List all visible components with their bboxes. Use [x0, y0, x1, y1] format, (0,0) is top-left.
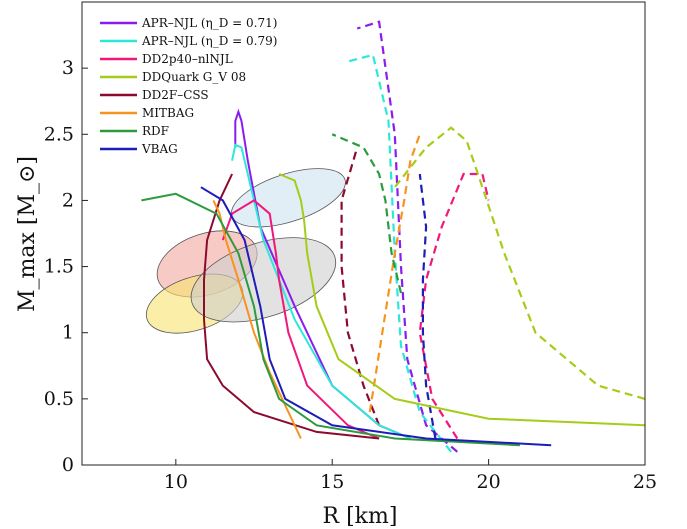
- x-tick-label: 25: [633, 471, 657, 493]
- legend-entry-label: DDQuark G_V 08: [142, 70, 246, 84]
- dashed-curves: [331, 20, 646, 453]
- x-tick-label: 15: [320, 471, 344, 493]
- y-tick-label: 1: [62, 322, 74, 344]
- y-tick-label: 1.5: [44, 256, 74, 278]
- y-tick-label: 0: [62, 454, 74, 476]
- y-axis-ticks: 0 0.5 1 1.5 2 2.5 3: [44, 57, 88, 476]
- legend-entry-label: DD2p40–nlNJL: [142, 52, 233, 66]
- y-tick-label: 3: [62, 57, 74, 79]
- legend-entry-label: RDF: [142, 124, 169, 138]
- y-tick-label: 0.5: [44, 388, 74, 410]
- x-tick-label: 20: [477, 471, 501, 493]
- dashed-series-line: [340, 147, 381, 426]
- series-line: [278, 173, 646, 427]
- series-line: [141, 192, 520, 447]
- series-line: [212, 199, 302, 439]
- legend-entry-label: APR–NJL (η_D = 0.79): [141, 34, 277, 48]
- solid-curves: [141, 108, 646, 447]
- dashed-series-line: [418, 173, 437, 439]
- y-axis-title: M_max [M_⊙]: [15, 156, 40, 312]
- dashed-series-line: [418, 172, 490, 440]
- y-tick-label: 2.5: [44, 123, 74, 145]
- dashed-series-line: [331, 133, 403, 294]
- legend: APR–NJL (η_D = 0.71) APR–NJL (η_D = 0.79)…: [100, 16, 277, 156]
- x-axis-ticks: 10 15 20 25: [164, 459, 657, 493]
- x-tick-label: 10: [164, 471, 188, 493]
- series-line: [203, 173, 380, 440]
- observational-contours: [145, 168, 346, 334]
- series-line: [200, 186, 552, 447]
- dashed-series-line: [356, 20, 459, 453]
- contour-region: [190, 237, 337, 323]
- legend-entry-label: APR–NJL (η_D = 0.71): [141, 16, 277, 30]
- series-line: [231, 143, 411, 440]
- series-line: [221, 199, 380, 440]
- x-axis-title: R [km]: [323, 504, 398, 529]
- legend-entry-label: DD2F–CSS: [142, 88, 209, 102]
- y-tick-label: 2: [62, 189, 74, 211]
- plot-frame: [81, 1, 646, 466]
- legend-entry-label: MITBAG: [142, 106, 194, 120]
- dashed-series-line: [368, 133, 421, 413]
- legend-entry-label: VBAG: [141, 142, 178, 156]
